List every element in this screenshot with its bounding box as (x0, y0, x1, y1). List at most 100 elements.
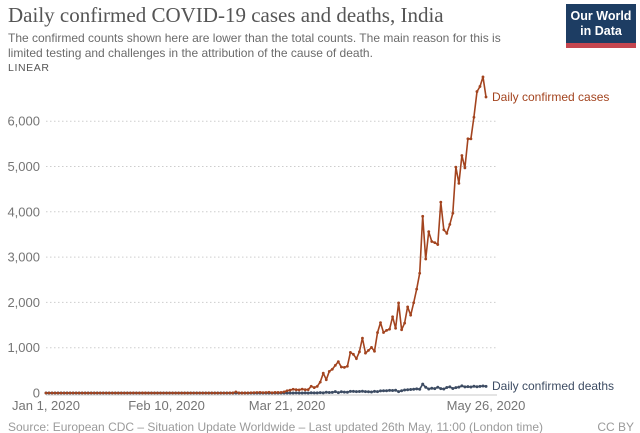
cases-line (46, 76, 487, 394)
cases-point (219, 391, 223, 395)
deaths-point (354, 390, 358, 394)
deaths-point (315, 391, 319, 395)
deaths-point (376, 390, 380, 394)
cases-point (276, 391, 280, 394)
cases-point (412, 301, 416, 305)
cases-point (460, 154, 464, 157)
cases-point (451, 211, 455, 215)
cases-point (424, 257, 428, 261)
deaths-point (300, 391, 304, 395)
deaths-point (379, 389, 383, 393)
cases-point (125, 391, 129, 395)
cases-point (192, 391, 196, 395)
owid-logo[interactable]: Our World in Data (566, 4, 636, 48)
deaths-point (436, 385, 440, 389)
deaths-point (409, 388, 413, 392)
cases-point (210, 391, 214, 395)
cases-point (135, 391, 138, 395)
cases-point (138, 391, 141, 395)
cases-point (104, 391, 108, 395)
cases-point (71, 391, 75, 395)
owid-logo-line2: in Data (580, 24, 622, 38)
source-note: Source: European CDC – Situation Update … (8, 420, 543, 433)
cases-point (297, 388, 301, 392)
cases-point (481, 75, 485, 79)
cases-point (128, 391, 132, 395)
cases-point (285, 389, 289, 393)
cases-point (469, 137, 473, 141)
deaths-point (309, 391, 313, 395)
cases-point (74, 391, 78, 395)
cases-point (177, 391, 181, 395)
cases-point (400, 328, 404, 332)
cases-point (300, 387, 304, 391)
cases-point (225, 391, 229, 395)
deaths-point (424, 385, 428, 389)
deaths-point (463, 385, 467, 389)
cases-point (397, 301, 401, 305)
cases-point (306, 388, 310, 392)
deaths-point (288, 391, 292, 395)
deaths-point (466, 385, 470, 389)
deaths-point (418, 387, 422, 391)
deaths-point (285, 391, 289, 395)
cases-point (472, 115, 476, 119)
deaths-point (330, 390, 334, 394)
cases-point (391, 315, 394, 319)
cases-point (261, 391, 265, 395)
cases-point (144, 391, 147, 395)
cases-point (147, 391, 150, 395)
deaths-point (342, 390, 346, 394)
cases-point (153, 391, 156, 395)
deaths-point (366, 390, 370, 394)
cases-point (264, 391, 268, 394)
license-link[interactable]: CC BY (597, 420, 634, 433)
cases-point (234, 390, 238, 394)
cases-point (113, 391, 117, 395)
cases-point (252, 391, 256, 395)
scale-toggle-linear[interactable]: LINEAR (8, 62, 50, 74)
cases-point (174, 391, 177, 395)
cases-point (382, 331, 385, 334)
cases-point (327, 369, 331, 373)
cases-point (351, 352, 355, 356)
cases-point (330, 367, 334, 371)
deaths-point (469, 385, 473, 389)
cases-point (484, 95, 488, 99)
deaths-point (451, 386, 455, 390)
cases-point (358, 350, 361, 354)
cases-point (243, 391, 247, 395)
cases-point (324, 378, 328, 382)
cases-point (418, 271, 422, 275)
cases-point (342, 366, 346, 369)
cases-point (394, 326, 397, 330)
cases-point (406, 305, 410, 309)
x-tick-label: Mar 21, 2020 (249, 398, 326, 413)
deaths-point (291, 391, 295, 395)
cases-point (246, 391, 250, 395)
deaths-point (427, 387, 431, 391)
y-tick-label: 1,000 (7, 340, 40, 355)
deaths-point (481, 384, 485, 388)
cases-point (445, 231, 449, 235)
cases-point (228, 391, 232, 395)
cases-point (348, 351, 352, 354)
cases-point (267, 390, 271, 394)
deaths-point (415, 387, 419, 391)
cases-point (303, 388, 307, 392)
cases-point (370, 345, 373, 349)
cases-point (231, 391, 235, 395)
deaths-point (318, 391, 322, 395)
deaths-point (372, 389, 376, 393)
cases-point (478, 85, 482, 88)
cases-point (315, 384, 319, 388)
cases-point (56, 391, 60, 395)
cases-point (201, 391, 205, 395)
cases-point (427, 230, 431, 234)
cases-point (475, 90, 479, 93)
deaths-point (324, 390, 328, 394)
deaths-point (369, 390, 373, 394)
deaths-point (388, 388, 392, 392)
